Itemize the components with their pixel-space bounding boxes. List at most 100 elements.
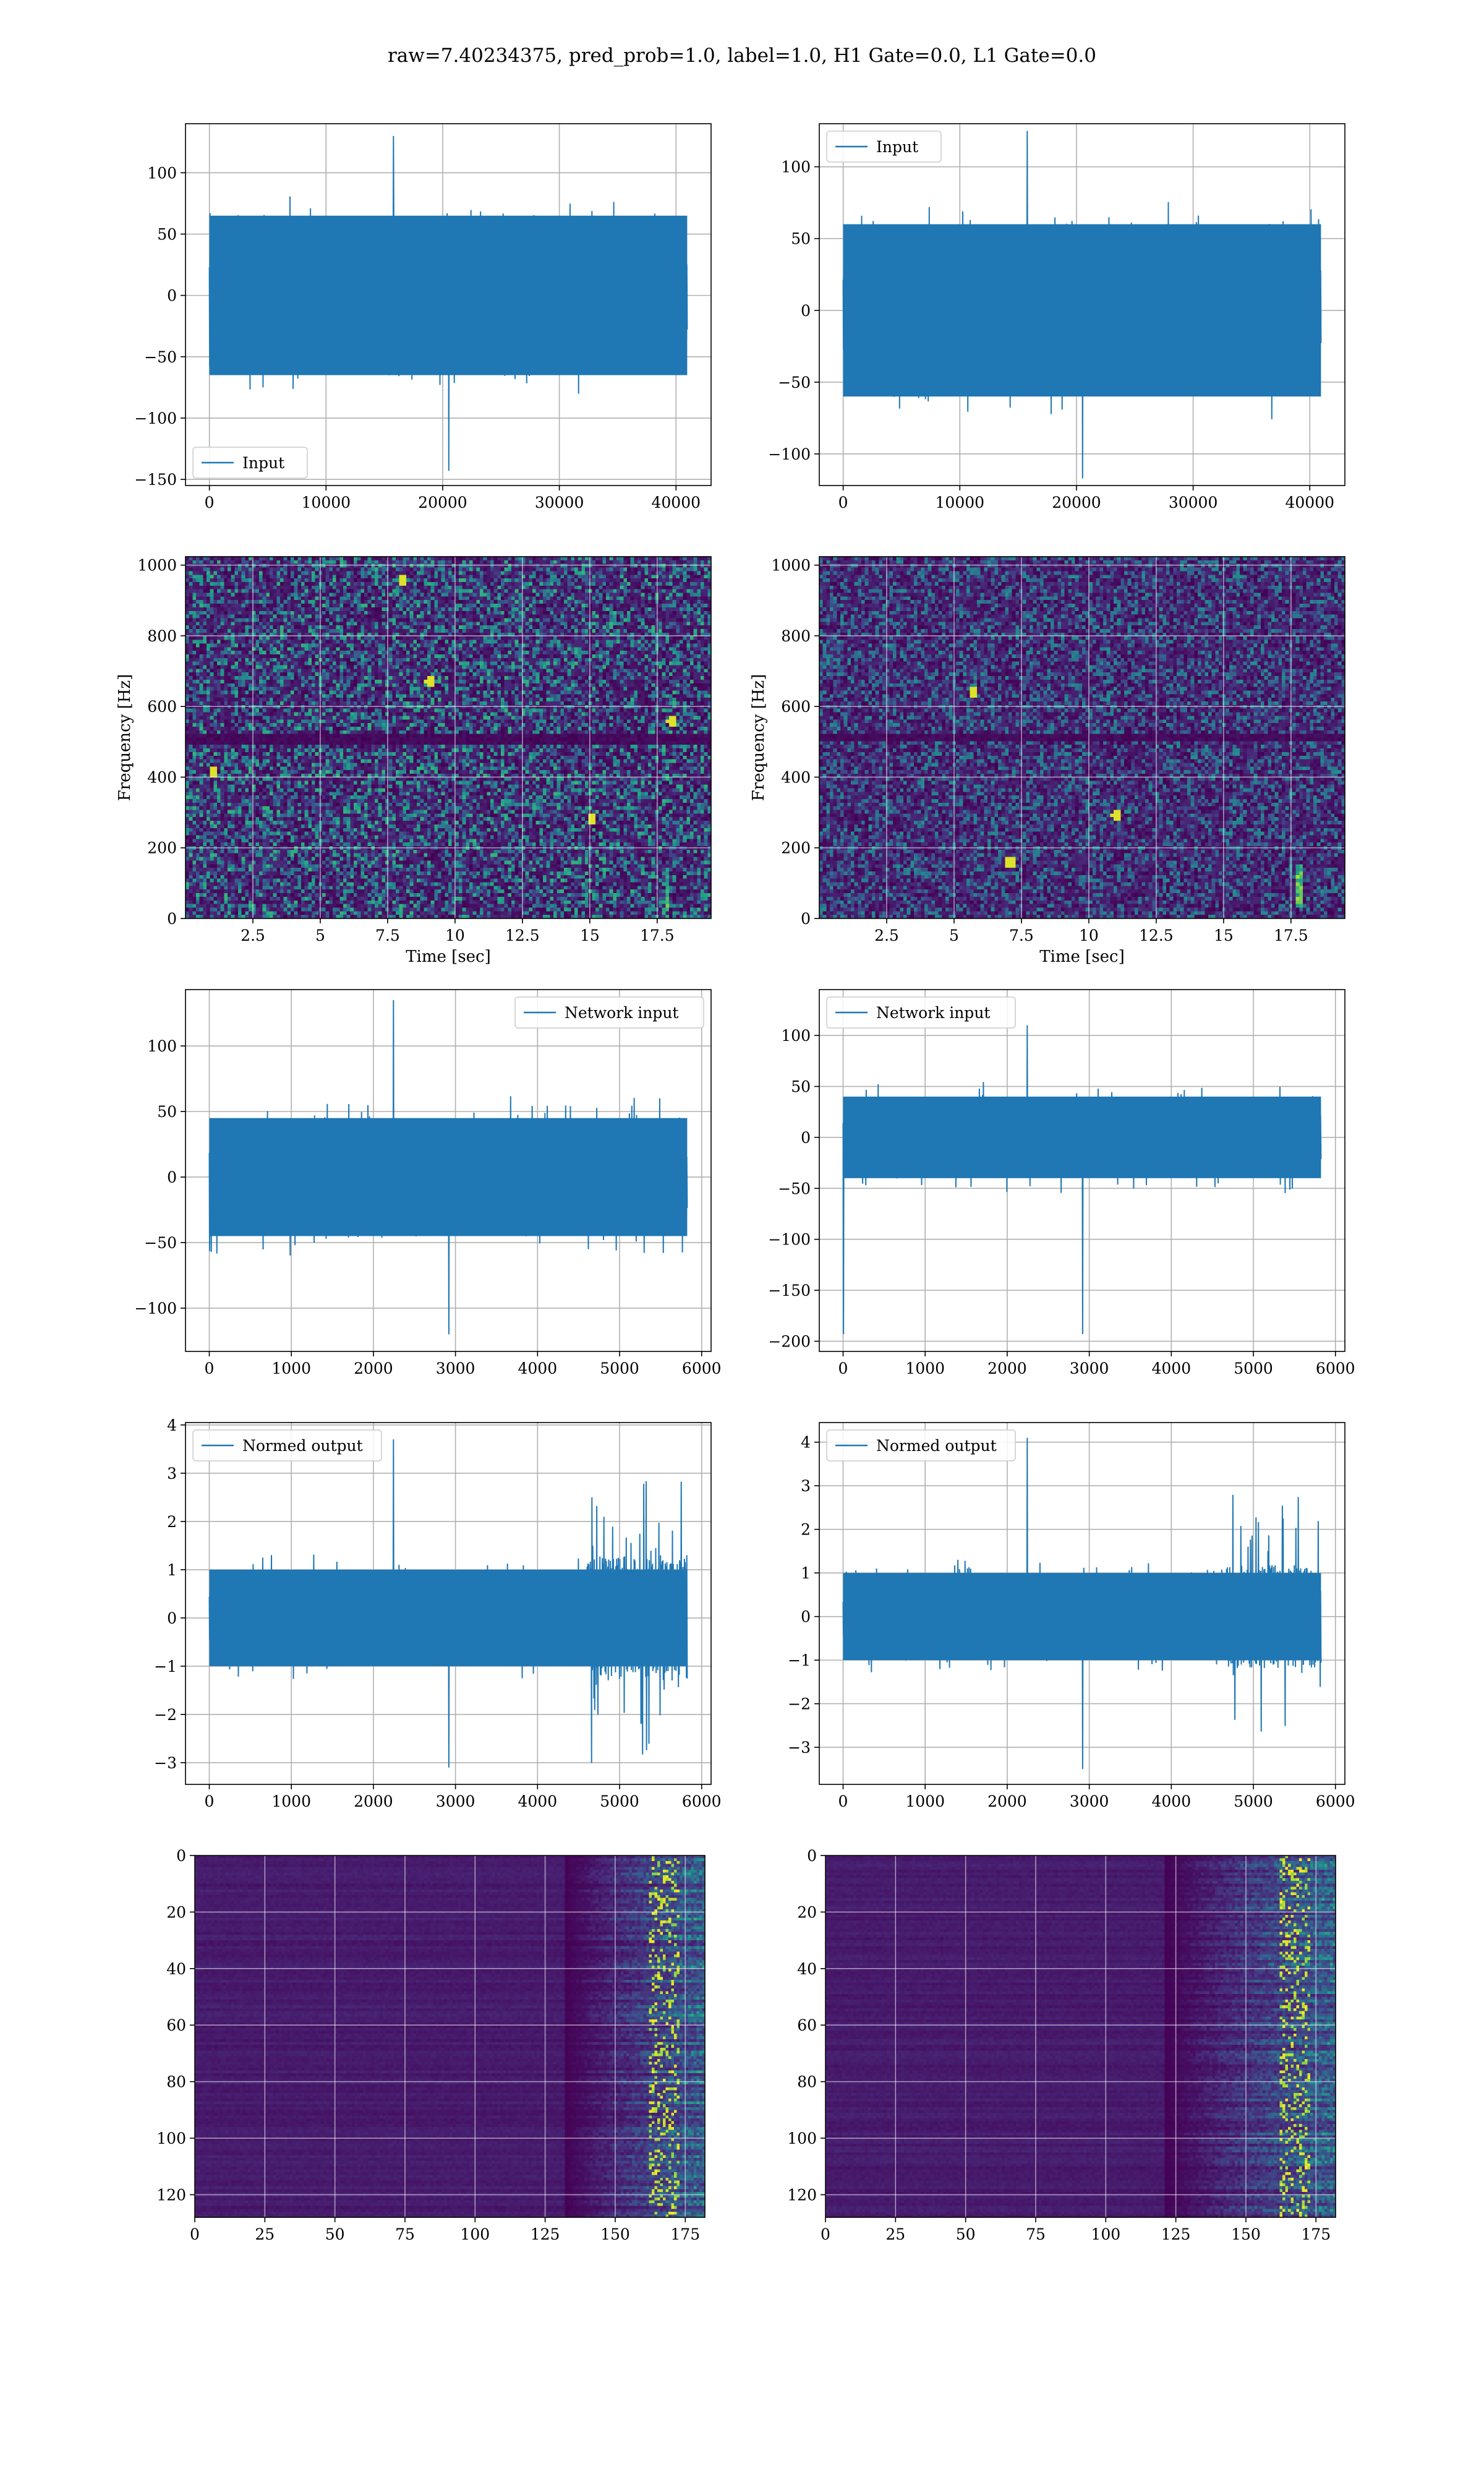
heatmap-cell	[592, 643, 595, 647]
heatmap-cell	[333, 654, 336, 658]
heatmap-cell	[378, 662, 382, 666]
heatmap-cell	[501, 636, 505, 640]
heatmap-cell	[441, 564, 445, 568]
heatmap-cell	[557, 586, 561, 589]
heatmap-cell	[213, 651, 217, 654]
heatmap-cell	[560, 600, 564, 604]
heatmap-cell	[266, 615, 270, 618]
heatmap-cell	[476, 654, 480, 658]
heatmap-cell	[602, 618, 606, 622]
heatmap-cell	[686, 625, 690, 629]
heatmap-cell	[606, 582, 610, 586]
heatmap-cell	[438, 571, 441, 575]
heatmap-cell	[270, 618, 273, 622]
heatmap-cell	[620, 643, 624, 647]
heatmap-cell	[287, 647, 291, 651]
heatmap-cell	[669, 640, 673, 644]
heatmap-cell	[616, 666, 620, 669]
heatmap-cell	[350, 568, 354, 571]
heatmap-cell	[585, 571, 589, 575]
heatmap-cell	[669, 578, 673, 582]
heatmap-cell	[238, 666, 242, 669]
heatmap-cell	[599, 615, 603, 618]
heatmap-cell	[606, 607, 610, 611]
heatmap-cell	[221, 604, 224, 607]
heatmap-cell	[368, 571, 372, 575]
heatmap-cell	[263, 672, 267, 676]
heatmap-cell	[224, 618, 228, 622]
heatmap-cell	[357, 672, 361, 676]
heatmap-cell	[490, 589, 494, 593]
heatmap-cell	[564, 604, 568, 607]
heatmap-cell	[424, 593, 427, 597]
heatmap-cell	[417, 669, 420, 672]
heatmap-cell	[620, 658, 624, 662]
heatmap-cell	[221, 578, 224, 582]
heatmap-cell	[550, 625, 553, 629]
heatmap-cell	[669, 636, 673, 640]
heatmap-cell	[505, 647, 508, 651]
heatmap-cell	[431, 636, 435, 640]
heatmap-cell	[455, 582, 459, 586]
heatmap-cell	[623, 669, 627, 672]
heatmap-cell	[431, 560, 435, 564]
heatmap-cell	[690, 647, 694, 651]
heatmap-cell	[312, 596, 315, 600]
heatmap-cell	[329, 654, 333, 658]
heatmap-cell	[568, 662, 571, 666]
heatmap-cell	[602, 586, 606, 589]
heatmap-cell	[396, 557, 399, 560]
heatmap-cell	[196, 654, 200, 658]
heatmap-cell	[259, 575, 263, 578]
heatmap-cell	[602, 596, 606, 600]
heatmap-cell	[410, 600, 414, 604]
heatmap-cell	[347, 669, 351, 672]
heatmap-cell	[329, 578, 333, 582]
heatmap-cell	[245, 604, 249, 607]
heatmap-cell	[221, 658, 224, 662]
heatmap-cell	[547, 615, 550, 618]
heatmap-cell	[466, 600, 469, 604]
heatmap-cell	[484, 560, 487, 564]
heatmap-cell	[371, 672, 375, 676]
heatmap-cell	[487, 669, 490, 672]
heatmap-cell	[368, 651, 372, 654]
heatmap-cell	[434, 618, 438, 622]
heatmap-cell	[399, 586, 403, 589]
heatmap-cell	[501, 582, 505, 586]
heatmap-cell	[634, 607, 638, 611]
heatmap-cell	[662, 575, 666, 578]
heatmap-cell	[322, 611, 326, 615]
heatmap-cell	[368, 596, 372, 600]
heatmap-cell	[476, 647, 480, 651]
heatmap-cell	[560, 557, 564, 560]
heatmap-cell	[659, 618, 662, 622]
heatmap-cell	[553, 575, 557, 578]
heatmap-cell	[203, 669, 207, 672]
heatmap-cell	[263, 604, 267, 607]
heatmap-cell	[221, 651, 224, 654]
heatmap-cell	[683, 557, 687, 560]
heatmap-cell	[186, 672, 189, 676]
heatmap-cell	[228, 586, 231, 589]
heatmap-cell	[686, 658, 690, 662]
heatmap-cell	[266, 640, 270, 644]
heatmap-cell	[515, 593, 519, 597]
heatmap-cell	[564, 651, 568, 654]
heatmap-cell	[585, 564, 589, 568]
heatmap-cell	[270, 622, 273, 625]
heatmap-cell	[255, 651, 259, 654]
heatmap-cell	[434, 593, 438, 597]
heatmap-cell	[448, 666, 452, 669]
heatmap-cell	[255, 564, 259, 568]
heatmap-cell	[610, 560, 613, 564]
heatmap-cell	[581, 571, 585, 575]
heatmap-cell	[459, 615, 463, 618]
heatmap-cell	[529, 575, 532, 578]
heatmap-cell	[364, 615, 368, 618]
heatmap-cell	[581, 647, 585, 651]
heatmap-cell	[217, 625, 221, 629]
heatmap-cell	[420, 629, 424, 633]
heatmap-cell	[686, 604, 690, 607]
plot-area-2	[186, 557, 712, 919]
